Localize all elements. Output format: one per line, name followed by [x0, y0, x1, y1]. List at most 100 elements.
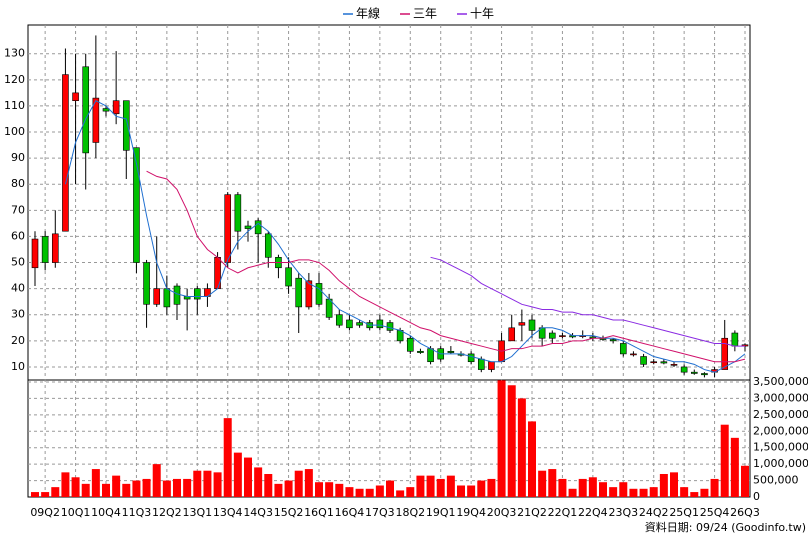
volume-bar	[670, 472, 678, 497]
x-tick-label: 13Q4	[213, 506, 243, 519]
candle-body	[508, 327, 516, 342]
candle-body	[346, 319, 353, 329]
ma-line	[146, 170, 746, 363]
volume-bar	[183, 478, 192, 497]
x-tick-label: 15Q2	[274, 506, 304, 519]
volume-bar	[659, 473, 668, 497]
x-tick-label: 16Q1	[304, 506, 334, 519]
ma-line	[64, 100, 746, 373]
candle-body	[244, 225, 252, 229]
y-tick-label: 100	[4, 125, 25, 138]
volume-bar	[426, 475, 435, 497]
candle-body	[518, 322, 526, 326]
volume-bar	[264, 473, 273, 497]
volume-bar	[619, 482, 628, 497]
candle-body	[224, 194, 232, 263]
volume-bar	[528, 421, 536, 497]
candle-body	[254, 220, 262, 235]
candle-body	[285, 267, 292, 287]
volume-bar	[599, 482, 607, 497]
volume-bar	[223, 418, 232, 497]
volume-bar	[71, 477, 80, 497]
candle-body	[41, 236, 49, 263]
y-tick-label: 120	[4, 73, 25, 86]
volume-bar	[31, 492, 39, 497]
volume-bar	[680, 487, 689, 497]
candle-body	[92, 97, 100, 143]
x-tick-label: 10Q1	[61, 506, 91, 519]
y2-tick-label: 1,000,000	[753, 457, 808, 470]
x-tick-label: 22Q4	[578, 506, 608, 519]
volume-bar	[244, 457, 252, 497]
plot-frame	[27, 24, 751, 498]
candle-body	[477, 358, 485, 370]
volume-bar	[457, 485, 465, 497]
volume-bar	[741, 465, 749, 497]
volume-bar	[578, 478, 587, 497]
y2-tick-label: 500,000	[753, 474, 799, 487]
candle-body	[295, 277, 303, 308]
volume-bar	[690, 492, 699, 497]
candle-body	[619, 343, 627, 355]
volume-bar	[548, 469, 557, 497]
candle-body	[193, 288, 201, 300]
y-tick-label: 30	[11, 308, 25, 321]
x-tick-label: 17Q3	[365, 506, 395, 519]
candle-body	[133, 147, 140, 263]
x-tick-label: 10Q4	[91, 506, 121, 519]
candle-body	[315, 283, 323, 305]
candle-body	[548, 332, 556, 339]
y-tick-label: 130	[4, 47, 25, 60]
candle-body	[51, 233, 59, 263]
volume-bar	[61, 472, 70, 497]
volume-bar	[467, 485, 476, 497]
legend-label: 三年	[413, 7, 437, 21]
candle-body	[386, 322, 394, 331]
candle-body	[112, 100, 120, 115]
candle-body	[447, 350, 455, 353]
y-tick-label: 90	[11, 151, 25, 164]
candle-body	[488, 361, 495, 370]
candle-body	[701, 373, 708, 376]
y-tick-label: 80	[11, 177, 25, 190]
volume-bar	[386, 480, 394, 497]
candle-body	[234, 194, 242, 232]
volume-bar	[396, 490, 405, 497]
volume-bar	[517, 398, 526, 497]
volume-bar	[416, 475, 425, 497]
legend-label: 年線	[356, 6, 380, 21]
y-tick-label: 110	[4, 99, 25, 112]
candle-body	[335, 314, 343, 326]
volume-bar	[355, 488, 364, 497]
volume-bar	[477, 480, 486, 497]
volume-bar	[112, 475, 121, 497]
y-tick-label: 20	[11, 334, 25, 347]
volume-bar	[345, 487, 354, 497]
legend-label: 十年	[470, 7, 494, 21]
x-tick-label: 11Q3	[122, 506, 152, 519]
volume-bar	[173, 478, 181, 497]
y-tick-label: 60	[11, 229, 25, 242]
volume-bar	[588, 477, 597, 497]
y-tick-label: 50	[11, 256, 25, 269]
footnote: 資料日期: 09/24 (Goodinfo.tw)	[645, 520, 806, 534]
candle-body	[528, 319, 536, 331]
candle-body	[31, 238, 39, 269]
x-tick-label: 25Q1	[669, 506, 699, 519]
volume-bar	[507, 385, 516, 497]
ma-line	[430, 256, 745, 347]
candle-body	[417, 350, 424, 353]
candle-body	[670, 364, 678, 366]
candle-body	[82, 66, 90, 154]
volume-bar	[81, 483, 90, 497]
volume-bar	[162, 480, 171, 497]
candle-body	[356, 322, 363, 326]
volume-bar	[304, 469, 313, 497]
y2-tick-label: 1,500,000	[753, 441, 808, 454]
candle-body	[467, 353, 475, 363]
x-tick-label: 19Q4	[456, 506, 486, 519]
candle-body	[731, 332, 739, 347]
volume-bar	[335, 483, 344, 497]
candle-body	[640, 356, 647, 365]
volume-bar	[436, 478, 445, 497]
